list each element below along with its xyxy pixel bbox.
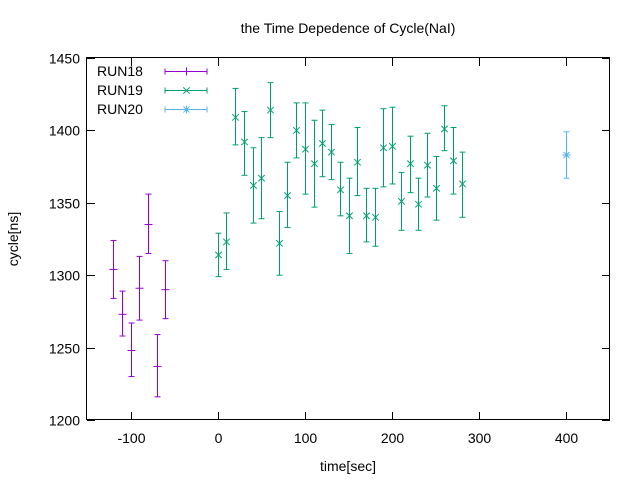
data-point xyxy=(109,239,118,299)
data-point xyxy=(214,232,223,278)
data-point xyxy=(440,105,449,152)
data-point xyxy=(240,111,249,176)
x-tick-label: 400 xyxy=(555,430,579,446)
series-run18 xyxy=(109,193,170,398)
y-tick-label: 1400 xyxy=(49,123,80,139)
point-marker-d2 xyxy=(414,200,423,208)
chart-title: the Time Depedence of Cycle(NaI) xyxy=(241,20,456,36)
data-point xyxy=(432,155,441,221)
point-marker-d2 xyxy=(257,174,266,182)
data-point xyxy=(388,106,397,185)
data-point xyxy=(301,102,310,195)
data-point xyxy=(222,212,231,270)
point-marker-d2 xyxy=(310,160,319,168)
point-marker-d2 xyxy=(283,192,292,200)
point-marker-d2 xyxy=(222,238,231,246)
point-marker-d2 xyxy=(275,239,284,247)
data-point xyxy=(161,260,170,320)
data-point xyxy=(275,210,284,276)
point-marker-d2 xyxy=(563,151,570,159)
data-point xyxy=(135,255,144,321)
data-point xyxy=(362,187,371,243)
data-point xyxy=(249,147,258,224)
data-point xyxy=(397,171,406,231)
legend-entry-run20: RUN20 xyxy=(97,101,208,117)
y-tick-label: 1250 xyxy=(49,341,80,357)
legend-marker-d2 xyxy=(183,106,190,113)
data-point xyxy=(310,119,319,208)
point-marker-d2 xyxy=(240,138,249,146)
data-point xyxy=(144,193,153,254)
point-marker-d2 xyxy=(423,161,432,169)
point-marker-d2 xyxy=(231,113,240,121)
y-tick-label: 1200 xyxy=(49,413,80,429)
axis-ticks: -100 0 100 200 300 400 1200 1250 1300 1350 1400 145… xyxy=(49,51,610,446)
data-point xyxy=(327,124,336,181)
x-tick-label: -100 xyxy=(117,430,145,446)
data-point xyxy=(345,177,354,254)
x-tick-label: 200 xyxy=(381,430,405,446)
data-point xyxy=(406,135,415,194)
legend-label: RUN18 xyxy=(97,63,143,79)
data-point xyxy=(283,161,292,228)
data-point xyxy=(414,177,423,231)
data-point xyxy=(266,82,275,139)
data-point xyxy=(127,322,136,378)
y-axis-label: cycle[ns] xyxy=(5,212,21,266)
data-point xyxy=(449,127,458,195)
data-point xyxy=(423,132,432,198)
legend-label: RUN19 xyxy=(97,82,143,98)
x-tick-label: 100 xyxy=(294,430,318,446)
point-marker-d2 xyxy=(458,180,467,188)
data-point xyxy=(336,161,345,217)
series-run20 xyxy=(562,131,571,179)
point-marker-d2 xyxy=(353,158,362,166)
data-point xyxy=(231,87,240,146)
data-point xyxy=(153,334,162,398)
x-axis-label: time[sec] xyxy=(320,458,376,474)
point-marker-d2 xyxy=(318,139,327,147)
data-point xyxy=(257,137,266,220)
point-marker-d2 xyxy=(301,145,310,153)
data-point xyxy=(353,127,362,197)
legend: RUN18 RUN19 RUN20 xyxy=(97,63,208,117)
data-point xyxy=(318,109,327,178)
x-tick-label: 0 xyxy=(215,430,223,446)
legend-label: RUN20 xyxy=(97,101,143,117)
point-marker-d2 xyxy=(266,106,275,114)
point-marker-d2 xyxy=(449,157,458,165)
point-marker-d2 xyxy=(406,160,415,168)
y-tick-label: 1300 xyxy=(49,268,80,284)
legend-entry-run18: RUN18 xyxy=(97,63,208,79)
x-tick-label: 300 xyxy=(468,430,492,446)
point-marker-d2 xyxy=(362,212,371,220)
point-marker-d2 xyxy=(214,251,223,259)
plot-frame xyxy=(86,57,610,420)
series-run19 xyxy=(214,82,467,278)
point-marker-d2 xyxy=(345,212,354,220)
data-point xyxy=(118,290,127,337)
point-marker-d2 xyxy=(388,142,397,150)
y-tick-label: 1450 xyxy=(49,51,80,67)
point-marker-d2 xyxy=(336,186,345,194)
point-marker-d2 xyxy=(379,144,388,152)
point-marker-d2 xyxy=(432,184,441,192)
legend-entry-run19: RUN19 xyxy=(97,82,208,98)
data-point xyxy=(292,102,301,159)
data-point xyxy=(379,108,388,188)
point-marker-d2 xyxy=(397,197,406,205)
point-marker-d2 xyxy=(292,126,301,134)
point-marker-d2 xyxy=(249,181,258,189)
y-tick-label: 1350 xyxy=(49,196,80,212)
data-point xyxy=(562,131,571,179)
point-marker-d2 xyxy=(327,148,336,156)
point-marker-d2 xyxy=(371,213,380,221)
point-marker-d2 xyxy=(440,125,449,133)
series-layer xyxy=(109,82,571,398)
data-point xyxy=(458,151,467,218)
data-point xyxy=(371,187,380,247)
legend-marker-d2 xyxy=(182,86,191,95)
